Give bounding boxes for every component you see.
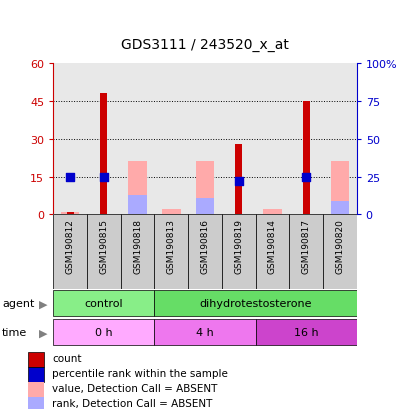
Text: agent: agent — [2, 299, 34, 309]
Text: time: time — [2, 328, 27, 337]
Point — [302, 174, 309, 180]
Bar — [87, 215, 120, 289]
Bar — [53, 215, 87, 289]
Text: value, Detection Call = ABSENT: value, Detection Call = ABSENT — [52, 383, 217, 393]
Bar — [154, 320, 255, 345]
Text: rank, Detection Call = ABSENT: rank, Detection Call = ABSENT — [52, 398, 212, 408]
Bar — [154, 215, 188, 289]
Bar — [28, 397, 44, 412]
Text: 4 h: 4 h — [196, 328, 213, 337]
Text: GSM190819: GSM190819 — [234, 218, 243, 273]
Text: count: count — [52, 353, 82, 363]
Bar — [255, 215, 289, 289]
Text: GSM190816: GSM190816 — [200, 218, 209, 273]
Bar — [322, 215, 356, 289]
Bar — [289, 215, 322, 289]
Bar — [53, 320, 154, 345]
Bar — [67, 212, 73, 215]
Bar — [154, 291, 356, 316]
Text: 0 h: 0 h — [95, 328, 112, 337]
Bar — [28, 382, 44, 397]
Bar — [120, 215, 154, 289]
Bar — [221, 215, 255, 289]
Text: ▶: ▶ — [39, 299, 47, 309]
Bar — [195, 162, 214, 215]
Bar — [195, 198, 214, 215]
Text: control: control — [84, 299, 123, 309]
Bar — [235, 145, 241, 215]
Text: percentile rank within the sample: percentile rank within the sample — [52, 368, 228, 378]
Point — [67, 174, 73, 180]
Point — [100, 174, 107, 180]
Bar — [53, 291, 154, 316]
Text: dihydrotestosterone: dihydrotestosterone — [199, 299, 311, 309]
Bar — [128, 162, 146, 215]
Text: GSM190813: GSM190813 — [166, 218, 175, 273]
Text: GSM190818: GSM190818 — [133, 218, 142, 273]
Point — [235, 178, 241, 185]
Text: GSM190817: GSM190817 — [301, 218, 310, 273]
Bar — [330, 162, 348, 215]
Bar — [61, 212, 79, 215]
Bar — [188, 215, 221, 289]
Text: GDS3111 / 243520_x_at: GDS3111 / 243520_x_at — [121, 38, 288, 52]
Bar — [100, 94, 107, 215]
Bar — [330, 201, 348, 215]
Text: GSM190820: GSM190820 — [335, 218, 344, 273]
Bar — [162, 210, 180, 215]
Bar — [28, 367, 44, 382]
Text: GSM190815: GSM190815 — [99, 218, 108, 273]
Bar — [302, 102, 309, 215]
Text: GSM190814: GSM190814 — [267, 218, 276, 273]
Bar — [263, 210, 281, 215]
Bar — [255, 320, 356, 345]
Bar — [28, 352, 44, 367]
Text: 16 h: 16 h — [293, 328, 318, 337]
Text: ▶: ▶ — [39, 328, 47, 337]
Bar — [128, 195, 146, 215]
Text: GSM190812: GSM190812 — [65, 218, 74, 273]
